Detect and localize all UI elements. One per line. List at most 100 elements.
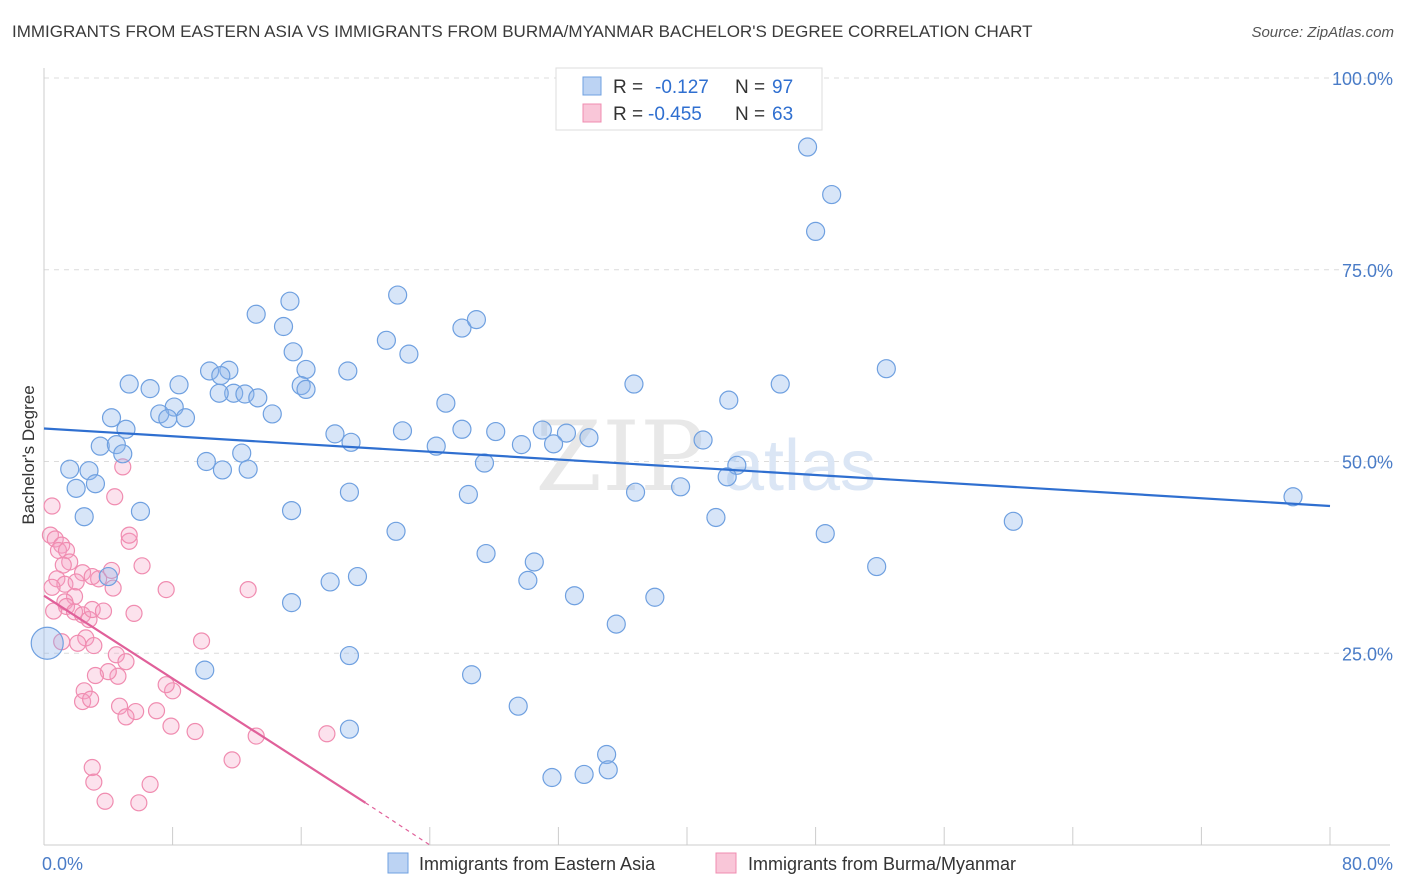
eastern-asia-point bbox=[461, 665, 482, 685]
stats-legend: R = -0.127 N = 97 R = -0.455 N = 63 bbox=[555, 67, 823, 131]
stat-r-value-2: -0.455 bbox=[648, 104, 702, 125]
burma-point bbox=[43, 578, 61, 596]
burma-point bbox=[85, 636, 103, 655]
eastern-asia-point bbox=[140, 379, 160, 399]
burma-point bbox=[85, 773, 103, 791]
x-tick-label-max: 80.0% bbox=[1342, 854, 1393, 874]
y-axis-label: Bachelor's Degree bbox=[19, 385, 38, 524]
burma-trend-line bbox=[43, 594, 367, 804]
eastern-asia-point bbox=[693, 430, 713, 450]
burma-point bbox=[164, 682, 182, 700]
eastern-asia-point bbox=[175, 408, 196, 428]
stat-n-label-2: N = bbox=[735, 104, 765, 125]
eastern-asia-point bbox=[246, 304, 266, 324]
burma-point bbox=[69, 634, 87, 652]
eastern-asia-point bbox=[211, 365, 231, 386]
burma-points bbox=[41, 458, 336, 812]
eastern-asia-point bbox=[815, 523, 835, 544]
eastern-asia-point bbox=[532, 420, 552, 440]
burma-point bbox=[130, 794, 148, 812]
burma-point bbox=[192, 632, 211, 650]
eastern-asia-point bbox=[436, 393, 456, 413]
burma-point bbox=[114, 458, 132, 476]
burma-point bbox=[82, 690, 100, 708]
series-legend: Immigrants from Eastern Asia Immigrants … bbox=[387, 852, 1016, 874]
eastern-asia-point bbox=[719, 390, 739, 410]
burma-point bbox=[53, 536, 71, 554]
eastern-asia-point bbox=[386, 521, 406, 541]
eastern-asia-point bbox=[452, 318, 472, 338]
eastern-asia-point bbox=[556, 423, 577, 443]
eastern-asia-point bbox=[458, 484, 478, 505]
watermark-atlas: atlas bbox=[724, 426, 876, 506]
y-tick-label: 25.0% bbox=[1342, 644, 1393, 664]
eastern-asia-point bbox=[113, 444, 133, 464]
eastern-asia-point bbox=[119, 374, 139, 394]
eastern-asia-point bbox=[564, 586, 585, 606]
eastern-asia-point bbox=[296, 379, 316, 400]
source-label: Source: ZipAtlas.com bbox=[1251, 24, 1394, 41]
eastern-asia-point bbox=[670, 477, 691, 497]
y-tick-label: 100.0% bbox=[1332, 69, 1393, 89]
eastern-asia-point bbox=[98, 566, 118, 587]
eastern-asia-point bbox=[598, 760, 618, 780]
eastern-asia-point bbox=[209, 383, 229, 403]
eastern-asia-point bbox=[296, 359, 316, 380]
burma-point bbox=[86, 666, 105, 685]
eastern-asia-point bbox=[232, 443, 252, 463]
eastern-asia-point bbox=[74, 507, 94, 527]
eastern-asia-trend-line bbox=[43, 427, 1331, 508]
eastern-asia-point bbox=[280, 291, 300, 311]
burma-point bbox=[133, 557, 151, 575]
eastern-asia-point bbox=[158, 408, 178, 429]
legend-eastern-asia-swatch bbox=[387, 852, 409, 874]
eastern-asia-point bbox=[273, 316, 294, 337]
eastern-asia-point bbox=[388, 285, 408, 305]
burma-point bbox=[120, 526, 138, 544]
eastern-asia-point bbox=[238, 459, 258, 479]
burma-point bbox=[83, 758, 101, 777]
eastern-asia-point bbox=[625, 482, 646, 502]
eastern-asia-point bbox=[199, 361, 220, 381]
eastern-asia-points bbox=[30, 137, 1303, 788]
burma-point bbox=[107, 646, 125, 664]
eastern-asia-point bbox=[805, 221, 826, 241]
burma-point bbox=[102, 561, 121, 580]
burma-point bbox=[67, 573, 85, 591]
eastern-asia-point bbox=[1283, 487, 1303, 507]
legend-burma-swatch bbox=[715, 852, 737, 874]
burma-point bbox=[141, 775, 159, 794]
eastern-asia-point bbox=[66, 478, 86, 498]
eastern-asia-point bbox=[339, 645, 360, 666]
burma-swatch bbox=[582, 103, 602, 123]
stat-n-value-2: 63 bbox=[772, 104, 793, 125]
eastern-asia-point bbox=[574, 764, 594, 785]
burma-point bbox=[125, 604, 143, 622]
eastern-asia-point bbox=[325, 424, 345, 444]
eastern-asia-point bbox=[195, 660, 215, 680]
eastern-asia-point bbox=[486, 421, 506, 442]
stat-r-label-2: R = bbox=[613, 104, 643, 125]
burma-trend-extension bbox=[365, 802, 431, 846]
stat-r-label-1: R = bbox=[613, 77, 643, 98]
eastern-asia-point bbox=[169, 375, 189, 395]
legend-eastern-asia-label: Immigrants from Eastern Asia bbox=[419, 854, 656, 874]
eastern-asia-point bbox=[542, 767, 562, 788]
y-tick-label: 75.0% bbox=[1342, 261, 1393, 281]
eastern-asia-point bbox=[1003, 511, 1023, 531]
eastern-asia-point bbox=[347, 566, 368, 587]
burma-point bbox=[247, 727, 265, 745]
eastern-asia-point bbox=[235, 384, 255, 404]
burma-point bbox=[127, 702, 145, 721]
eastern-asia-point bbox=[822, 184, 842, 205]
burma-point bbox=[223, 751, 241, 769]
eastern-asia-point bbox=[426, 436, 446, 456]
grid-lines bbox=[44, 77, 1392, 654]
eastern-asia-point bbox=[281, 593, 302, 613]
burma-point bbox=[96, 792, 114, 810]
eastern-asia-point bbox=[452, 419, 472, 439]
burma-point bbox=[43, 497, 61, 515]
eastern-asia-point bbox=[376, 330, 396, 350]
eastern-asia-point bbox=[30, 626, 64, 660]
burma-point bbox=[147, 702, 166, 720]
